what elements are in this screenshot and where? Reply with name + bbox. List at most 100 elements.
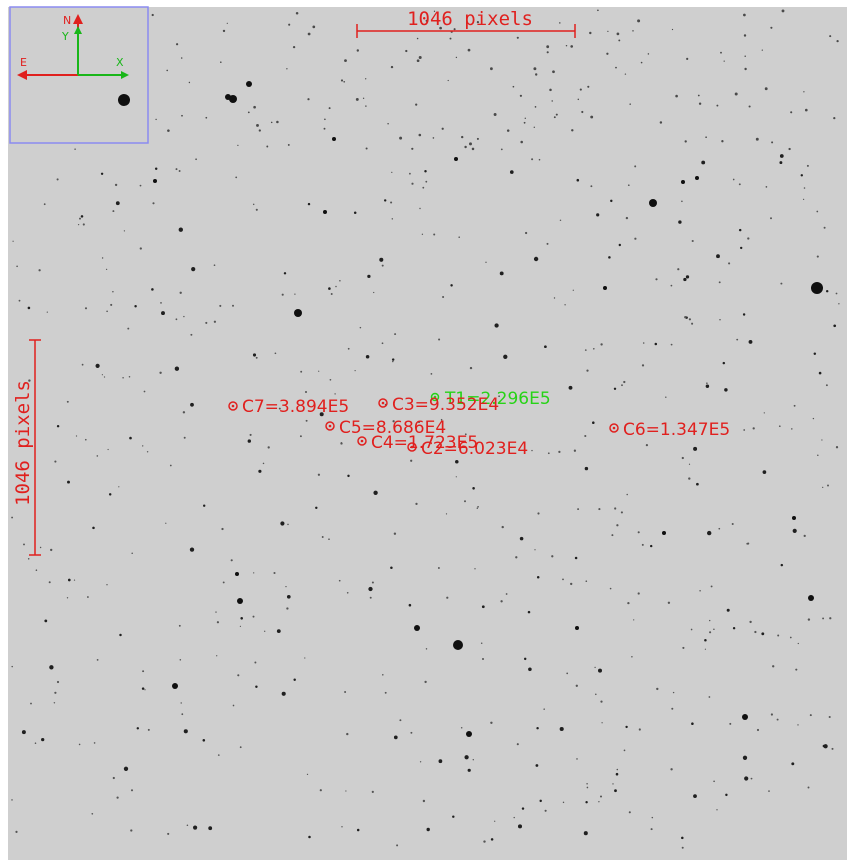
background-star — [691, 239, 694, 243]
compass-inset-border — [9, 6, 149, 144]
background-star — [474, 568, 476, 570]
background-star — [345, 790, 347, 792]
background-star — [586, 786, 589, 789]
background-star — [696, 482, 699, 486]
comparison-star-c6[interactable]: C6=1.347E5 — [609, 420, 730, 440]
background-star — [416, 59, 420, 63]
background-star — [716, 254, 720, 259]
comparison-center-dot — [612, 426, 616, 430]
background-star — [716, 809, 718, 811]
background-star — [686, 57, 689, 61]
background-star — [439, 26, 442, 30]
comparison-star-c2[interactable]: C2=6.023E4 — [407, 439, 528, 459]
background-star — [446, 596, 449, 599]
background-star — [280, 521, 285, 526]
background-star — [723, 60, 725, 62]
background-star — [808, 595, 814, 601]
background-star — [600, 700, 603, 703]
background-star — [624, 73, 627, 75]
background-star — [247, 439, 251, 443]
background-star — [586, 782, 588, 785]
background-star — [270, 121, 273, 124]
background-star — [564, 304, 566, 306]
background-star — [697, 94, 700, 97]
background-star — [129, 436, 132, 440]
background-star — [678, 220, 682, 224]
background-star — [112, 776, 115, 780]
background-star — [512, 85, 515, 88]
background-star — [147, 728, 150, 731]
background-star — [803, 187, 806, 189]
background-star — [552, 70, 555, 74]
background-star — [205, 116, 208, 119]
background-star — [381, 264, 384, 267]
comparison-aperture-icon[interactable] — [357, 436, 367, 446]
background-star — [286, 607, 289, 610]
background-star — [287, 523, 289, 526]
background-star — [294, 293, 296, 295]
background-star — [440, 418, 443, 421]
background-star — [112, 210, 115, 213]
north-arrowhead-icon — [73, 14, 83, 24]
background-star — [276, 629, 281, 634]
target-aperture-icon[interactable] — [430, 392, 440, 402]
comparison-center-dot — [410, 445, 414, 449]
background-star — [415, 103, 418, 106]
background-star — [651, 816, 654, 819]
background-star — [572, 289, 574, 291]
background-star — [460, 726, 463, 729]
background-star — [721, 140, 724, 143]
background-star — [142, 670, 145, 673]
background-star — [249, 433, 252, 436]
comparison-star-c7[interactable]: C7=3.894E5 — [228, 397, 349, 417]
background-star — [54, 691, 57, 694]
background-star — [531, 449, 533, 452]
background-star — [615, 66, 617, 69]
comparison-star-c4[interactable]: C4=1.723E5 — [357, 433, 478, 453]
background-star — [544, 809, 547, 812]
background-star — [186, 824, 189, 826]
background-star — [38, 269, 41, 272]
background-star — [671, 28, 674, 31]
comparison-aperture-icon[interactable] — [325, 421, 335, 431]
background-star — [295, 11, 299, 15]
x-label: X — [116, 56, 124, 69]
background-star — [323, 127, 326, 130]
background-star — [353, 211, 357, 214]
background-star — [637, 531, 640, 534]
background-star — [190, 402, 194, 407]
background-star — [340, 79, 344, 82]
background-star — [744, 67, 747, 71]
background-star — [742, 714, 748, 720]
comparison-aperture-icon[interactable] — [609, 423, 619, 433]
background-star — [252, 353, 257, 357]
background-star — [537, 512, 540, 515]
comparison-star-c3[interactable]: C3=9.352E4 — [378, 395, 499, 415]
background-star — [213, 264, 216, 267]
background-star — [50, 548, 53, 552]
background-star — [306, 773, 309, 776]
background-star — [685, 275, 690, 279]
background-star — [136, 727, 140, 730]
background-star — [610, 199, 613, 203]
target-star-t1[interactable]: T1=2.296E5 — [430, 389, 551, 409]
comparison-aperture-icon[interactable] — [407, 442, 417, 452]
background-star — [659, 121, 663, 124]
background-star — [142, 445, 144, 447]
background-star — [392, 420, 395, 423]
background-star — [122, 377, 124, 379]
background-star — [128, 376, 131, 378]
background-star — [15, 830, 18, 834]
background-star — [217, 754, 220, 756]
background-star — [811, 282, 823, 294]
comparison-label: C6=1.347E5 — [623, 420, 730, 440]
background-star — [722, 361, 726, 365]
background-star — [803, 91, 805, 93]
comparison-star-c5[interactable]: C5=8.686E4 — [325, 418, 446, 438]
background-star — [726, 608, 730, 612]
comparison-aperture-icon[interactable] — [378, 398, 388, 408]
background-star — [11, 665, 13, 668]
background-star — [476, 20, 480, 24]
comparison-aperture-icon[interactable] — [228, 401, 238, 411]
background-star — [95, 363, 100, 368]
